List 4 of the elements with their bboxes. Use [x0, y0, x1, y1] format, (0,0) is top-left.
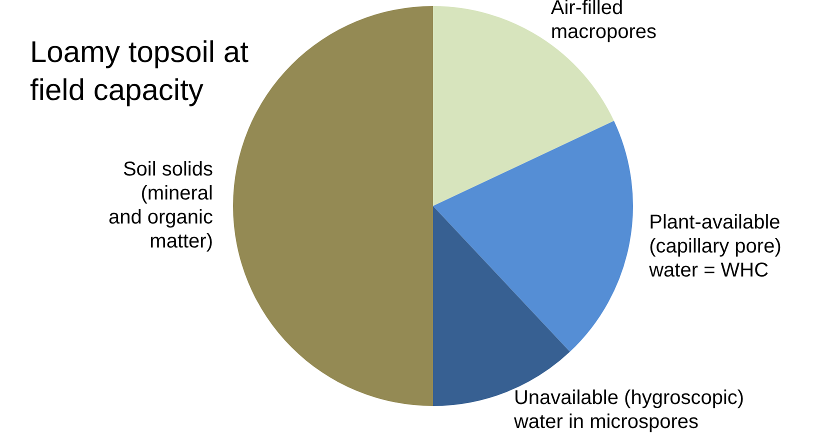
slice-label: Unavailable (hygroscopic) water in microspores	[512, 387, 744, 434]
slice-label: Soil solids (mineral and organic matter)	[108, 158, 213, 253]
slice-label: Plant-available (capillary pore) water = WHC	[648, 212, 782, 282]
text: Loamy topsoil at field capacity	[30, 35, 248, 109]
